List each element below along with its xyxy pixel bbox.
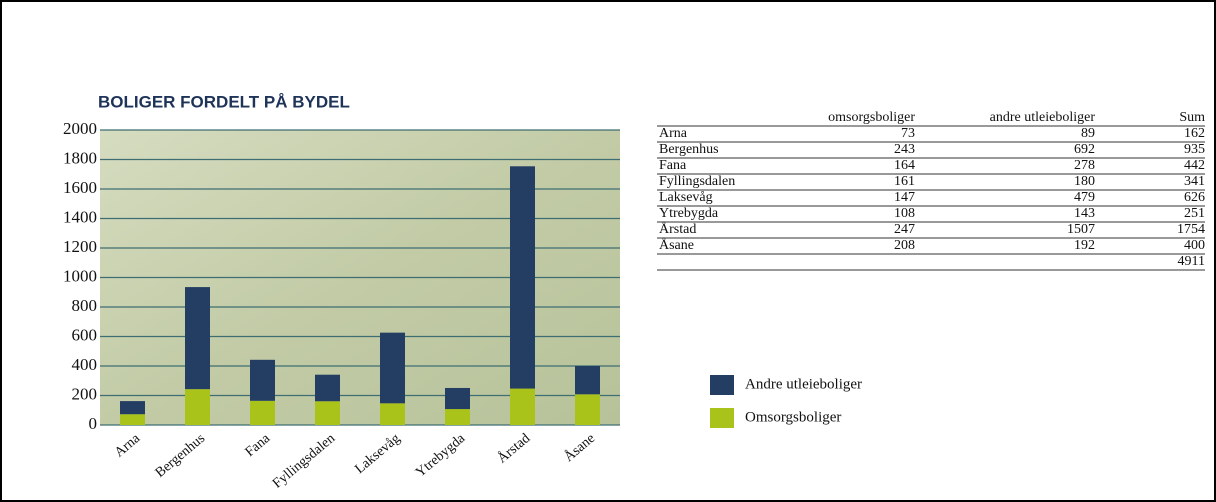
bar-segment bbox=[315, 401, 340, 425]
table-cell: 164 bbox=[894, 158, 915, 173]
bar-segment bbox=[575, 394, 600, 425]
legend-swatch bbox=[710, 375, 734, 395]
y-tick-label: 200 bbox=[72, 384, 98, 403]
table-cell: 147 bbox=[894, 190, 915, 205]
table-cell: 243 bbox=[894, 142, 915, 157]
row-label: Årstad bbox=[659, 221, 696, 237]
table-header: Sum bbox=[1179, 110, 1205, 125]
y-tick-label: 1200 bbox=[63, 237, 97, 256]
row-label: Fyllingsdalen bbox=[659, 174, 735, 189]
table-header: omsorgsboliger bbox=[828, 110, 915, 125]
legend-label: Omsorgsboliger bbox=[745, 409, 841, 425]
legend-swatch bbox=[710, 408, 734, 428]
table-cell: 1507 bbox=[1067, 222, 1095, 237]
row-label: Ytrebygda bbox=[659, 206, 719, 221]
table-cell: 1754 bbox=[1177, 222, 1205, 237]
table-total: 4911 bbox=[1178, 254, 1205, 269]
y-tick-label: 1800 bbox=[63, 148, 97, 167]
table-cell: 692 bbox=[1074, 142, 1095, 157]
row-label: Fana bbox=[659, 158, 687, 173]
row-label: Laksevåg bbox=[659, 190, 713, 205]
bar-segment bbox=[185, 389, 210, 425]
bar-segment bbox=[185, 287, 210, 390]
bar-segment bbox=[250, 400, 275, 425]
bar-segment bbox=[380, 403, 405, 425]
table-cell: 479 bbox=[1074, 190, 1095, 205]
bar-segment bbox=[120, 401, 145, 415]
table-cell: 162 bbox=[1184, 126, 1205, 141]
table-cell: 108 bbox=[894, 206, 915, 221]
chart-title: BOLIGER FORDELT PÅ BYDEL bbox=[98, 92, 350, 111]
table-cell: 89 bbox=[1081, 126, 1095, 141]
row-label: Arna bbox=[659, 126, 688, 141]
y-tick-label: 2000 bbox=[63, 119, 97, 138]
bar-segment bbox=[250, 359, 275, 401]
y-tick-label: 1600 bbox=[63, 178, 97, 197]
row-label: Bergenhus bbox=[659, 142, 719, 157]
table-cell: 73 bbox=[901, 126, 915, 141]
bar-segment bbox=[315, 374, 340, 402]
table-cell: 626 bbox=[1184, 190, 1205, 205]
y-tick-label: 1000 bbox=[63, 266, 97, 285]
bar-segment bbox=[445, 387, 470, 410]
table-header: andre utleieboliger bbox=[990, 110, 1096, 125]
y-tick-label: 600 bbox=[72, 325, 98, 344]
table-cell: 400 bbox=[1184, 238, 1205, 253]
table-cell: 208 bbox=[894, 238, 915, 253]
table-cell: 341 bbox=[1184, 174, 1205, 189]
y-tick-label: 0 bbox=[89, 414, 98, 433]
table-cell: 251 bbox=[1184, 206, 1205, 221]
bar-segment bbox=[120, 414, 145, 425]
legend-label: Andre utleieboliger bbox=[745, 376, 862, 392]
table-cell: 161 bbox=[894, 174, 915, 189]
row-label: Åsane bbox=[659, 237, 694, 253]
bar-segment bbox=[510, 388, 535, 425]
y-tick-label: 800 bbox=[72, 296, 98, 315]
bar-segment bbox=[380, 332, 405, 404]
y-tick-label: 1400 bbox=[63, 207, 97, 226]
table-cell: 192 bbox=[1074, 238, 1095, 253]
table-cell: 278 bbox=[1074, 158, 1095, 173]
bar-segment bbox=[510, 166, 535, 389]
bar-segment bbox=[445, 409, 470, 425]
table-cell: 180 bbox=[1074, 174, 1095, 189]
table-cell: 247 bbox=[894, 222, 915, 237]
bar-segment bbox=[575, 366, 600, 395]
y-tick-label: 400 bbox=[72, 355, 98, 374]
table-cell: 935 bbox=[1184, 142, 1205, 157]
table-cell: 143 bbox=[1074, 206, 1095, 221]
table-cell: 442 bbox=[1184, 158, 1205, 173]
